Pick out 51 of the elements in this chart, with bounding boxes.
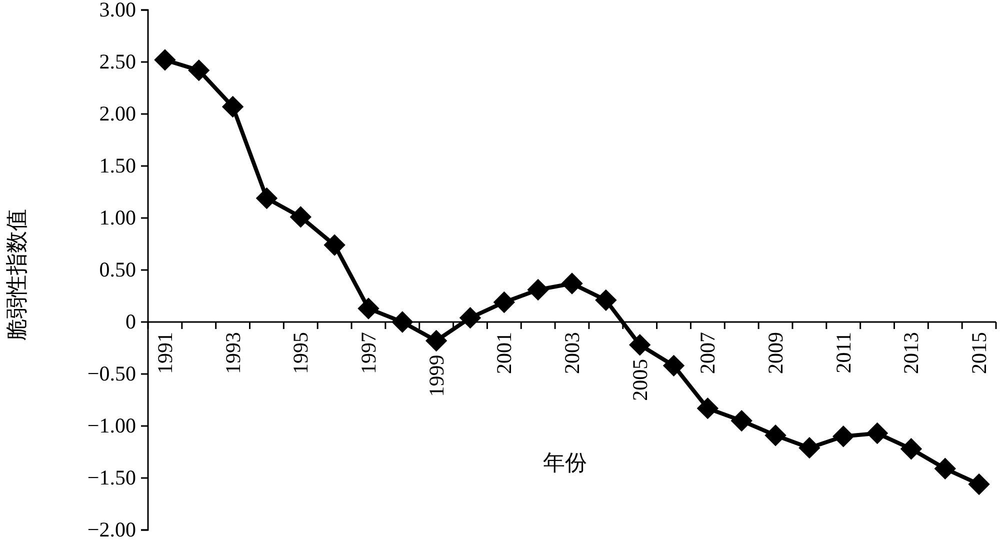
point bbox=[561, 272, 583, 294]
point bbox=[832, 426, 854, 448]
x-axis-title: 年份 bbox=[543, 450, 587, 475]
x-tick-label: 1997 bbox=[356, 332, 380, 374]
point bbox=[425, 330, 448, 352]
point bbox=[358, 298, 380, 320]
point bbox=[595, 289, 617, 312]
y-tick-label: 1.00 bbox=[99, 206, 136, 230]
point bbox=[764, 424, 786, 446]
point bbox=[527, 278, 549, 301]
x-tick-label: 2011 bbox=[831, 332, 856, 374]
x-tick-label: 2003 bbox=[560, 332, 584, 374]
point bbox=[154, 49, 176, 71]
point bbox=[188, 59, 210, 82]
x-tick-label: 1991 bbox=[152, 332, 177, 374]
x-tick-label: 1999 bbox=[424, 354, 448, 397]
point bbox=[392, 311, 414, 333]
y-tick-label: −2.00 bbox=[87, 518, 136, 540]
point bbox=[696, 397, 719, 420]
y-tick-label: −1.00 bbox=[87, 414, 136, 438]
point bbox=[968, 473, 990, 496]
point bbox=[798, 436, 820, 459]
point bbox=[324, 234, 346, 256]
x-tick-label: 2009 bbox=[764, 332, 788, 374]
x-tick-label: 1995 bbox=[288, 332, 313, 374]
y-tick-label: −0.50 bbox=[87, 362, 136, 386]
y-tick-label: 3.00 bbox=[99, 0, 136, 22]
y-tick-label: −1.50 bbox=[87, 466, 136, 490]
x-tick-label: 2007 bbox=[696, 332, 720, 374]
x-tick-label: 1993 bbox=[220, 332, 245, 374]
point bbox=[900, 438, 922, 460]
point bbox=[290, 206, 312, 228]
y-tick-label: 0.50 bbox=[99, 258, 136, 282]
x-tick-label: 2001 bbox=[492, 332, 516, 374]
point bbox=[459, 306, 482, 329]
point bbox=[256, 187, 278, 210]
x-tick-label: 2015 bbox=[967, 332, 992, 374]
point bbox=[628, 334, 651, 356]
y-tick-label: 2.00 bbox=[99, 102, 136, 126]
y-tick-label: 0 bbox=[126, 310, 136, 334]
y-axis-title: 脆弱性指数值 bbox=[4, 209, 29, 341]
point bbox=[662, 354, 685, 377]
point bbox=[222, 96, 244, 118]
point bbox=[866, 422, 888, 444]
point bbox=[493, 291, 516, 314]
y-tick-label: 2.50 bbox=[99, 50, 136, 74]
point bbox=[934, 458, 956, 480]
x-tick-label: 2005 bbox=[628, 358, 652, 401]
x-tick-label: 2013 bbox=[899, 332, 924, 374]
y-tick-label: 1.50 bbox=[99, 154, 136, 178]
point bbox=[730, 410, 752, 432]
